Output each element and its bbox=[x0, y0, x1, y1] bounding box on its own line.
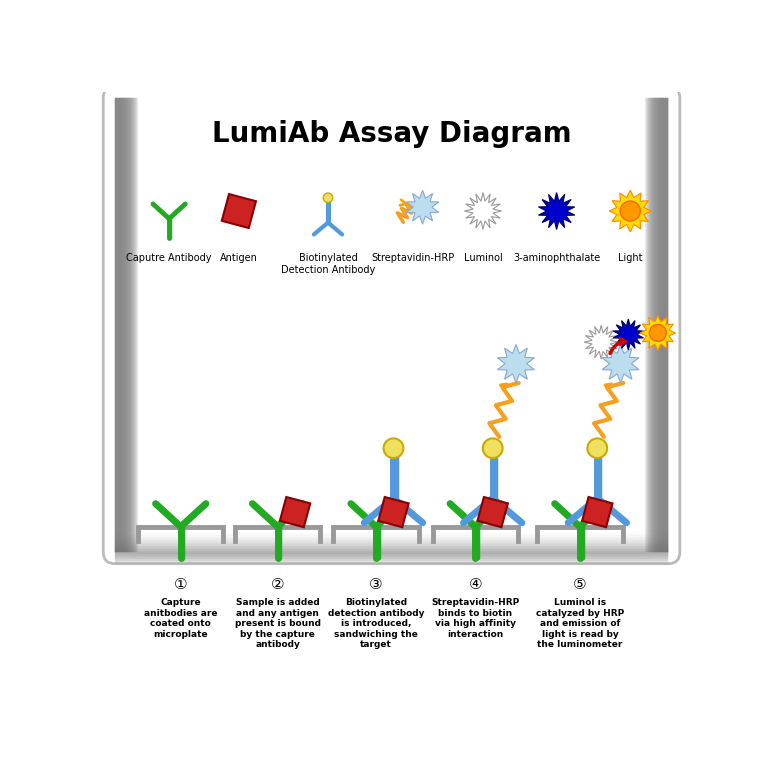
FancyBboxPatch shape bbox=[647, 98, 668, 552]
FancyBboxPatch shape bbox=[115, 98, 131, 552]
FancyBboxPatch shape bbox=[115, 551, 668, 562]
Polygon shape bbox=[280, 497, 310, 527]
FancyBboxPatch shape bbox=[115, 98, 130, 552]
Polygon shape bbox=[378, 497, 409, 527]
Polygon shape bbox=[539, 193, 575, 229]
FancyBboxPatch shape bbox=[115, 98, 134, 552]
Polygon shape bbox=[406, 190, 439, 224]
Text: Streptavidin-HRP: Streptavidin-HRP bbox=[371, 254, 455, 264]
Polygon shape bbox=[222, 194, 256, 228]
Polygon shape bbox=[584, 325, 618, 359]
Text: ⑤: ⑤ bbox=[573, 577, 587, 592]
Text: LumiAb Assay Diagram: LumiAb Assay Diagram bbox=[212, 120, 571, 148]
Text: ④: ④ bbox=[468, 577, 482, 592]
Circle shape bbox=[588, 439, 607, 458]
FancyBboxPatch shape bbox=[656, 98, 668, 552]
Text: Luminol: Luminol bbox=[464, 254, 503, 264]
FancyBboxPatch shape bbox=[115, 543, 668, 550]
Text: Streptavidin-HRP
binds to biotin
via high affinity
interaction: Streptavidin-HRP binds to biotin via hig… bbox=[431, 598, 520, 639]
FancyBboxPatch shape bbox=[115, 549, 668, 559]
Text: Capture
anitbodies are
coated onto
microplate: Capture anitbodies are coated onto micro… bbox=[144, 598, 218, 639]
Text: Sample is added
and any antigen
present is bound
by the capture
antibody: Sample is added and any antigen present … bbox=[235, 598, 321, 649]
Circle shape bbox=[620, 201, 640, 221]
FancyBboxPatch shape bbox=[115, 98, 138, 552]
Text: Biotinylated
detection antibody
is introduced,
sandwiching the
target: Biotinylated detection antibody is intro… bbox=[328, 598, 424, 649]
Text: Antigen: Antigen bbox=[220, 254, 257, 264]
Polygon shape bbox=[610, 190, 651, 231]
FancyBboxPatch shape bbox=[115, 546, 668, 555]
FancyBboxPatch shape bbox=[115, 537, 668, 541]
FancyBboxPatch shape bbox=[652, 98, 668, 552]
Polygon shape bbox=[602, 345, 639, 383]
Polygon shape bbox=[478, 497, 508, 527]
FancyBboxPatch shape bbox=[115, 98, 132, 552]
FancyBboxPatch shape bbox=[115, 545, 668, 552]
Polygon shape bbox=[613, 319, 643, 350]
FancyBboxPatch shape bbox=[115, 98, 135, 552]
Circle shape bbox=[323, 193, 333, 202]
FancyBboxPatch shape bbox=[653, 98, 668, 552]
Circle shape bbox=[649, 325, 666, 342]
FancyBboxPatch shape bbox=[103, 86, 680, 564]
Circle shape bbox=[384, 439, 403, 458]
FancyBboxPatch shape bbox=[648, 98, 668, 552]
FancyBboxPatch shape bbox=[651, 98, 668, 552]
FancyBboxPatch shape bbox=[115, 98, 129, 552]
Polygon shape bbox=[465, 193, 502, 229]
FancyBboxPatch shape bbox=[115, 98, 138, 552]
Polygon shape bbox=[582, 497, 613, 527]
FancyBboxPatch shape bbox=[115, 540, 668, 545]
Text: 3-aminophthalate: 3-aminophthalate bbox=[513, 254, 601, 264]
FancyBboxPatch shape bbox=[115, 98, 131, 552]
Text: ①: ① bbox=[174, 577, 188, 592]
FancyBboxPatch shape bbox=[115, 548, 668, 557]
FancyBboxPatch shape bbox=[115, 542, 668, 548]
FancyBboxPatch shape bbox=[646, 98, 668, 552]
Polygon shape bbox=[497, 345, 534, 383]
Text: Light: Light bbox=[618, 254, 643, 264]
FancyBboxPatch shape bbox=[115, 552, 668, 564]
FancyBboxPatch shape bbox=[652, 98, 668, 552]
Text: Biotinylated
Detection Antibody: Biotinylated Detection Antibody bbox=[281, 254, 375, 275]
Text: ③: ③ bbox=[369, 577, 383, 592]
Text: ②: ② bbox=[270, 577, 284, 592]
FancyBboxPatch shape bbox=[115, 98, 136, 552]
FancyBboxPatch shape bbox=[649, 98, 668, 552]
FancyBboxPatch shape bbox=[654, 98, 668, 552]
FancyBboxPatch shape bbox=[645, 98, 668, 552]
FancyBboxPatch shape bbox=[115, 539, 668, 543]
FancyBboxPatch shape bbox=[115, 98, 134, 552]
Polygon shape bbox=[640, 316, 675, 351]
FancyBboxPatch shape bbox=[115, 98, 128, 552]
FancyBboxPatch shape bbox=[649, 98, 668, 552]
Circle shape bbox=[483, 439, 503, 458]
Text: Caputre Antibody: Caputre Antibody bbox=[126, 254, 212, 264]
Text: Luminol is
catalyzed by HRP
and emission of
light is read by
the luminometer: Luminol is catalyzed by HRP and emission… bbox=[536, 598, 624, 649]
